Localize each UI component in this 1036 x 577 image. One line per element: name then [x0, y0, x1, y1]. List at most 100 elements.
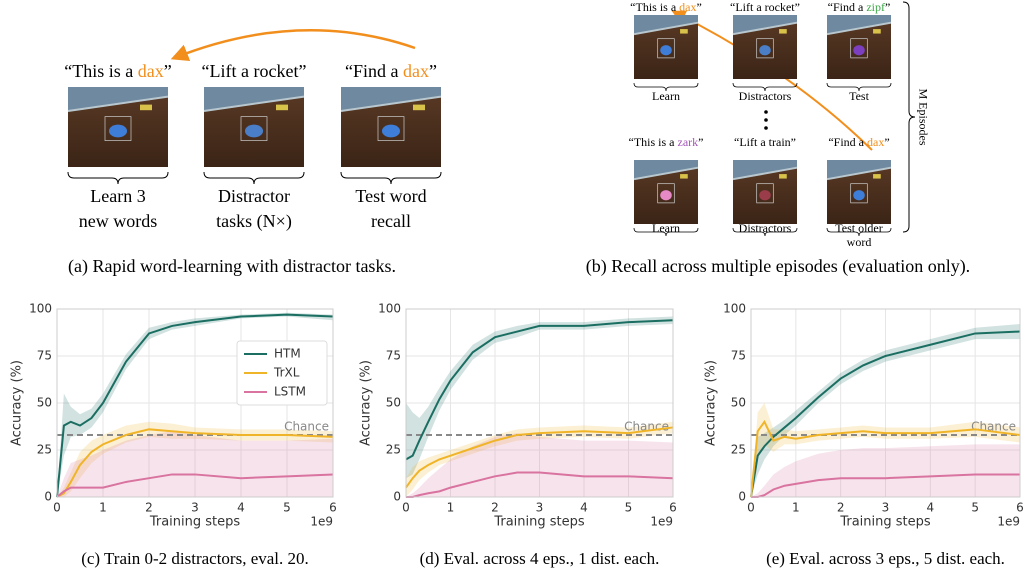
frame-label: Test word	[355, 186, 426, 206]
thumb-object	[245, 124, 263, 138]
x-tick-label: 3	[191, 501, 199, 515]
arrow	[170, 28, 416, 61]
legend-label: HTM	[274, 347, 301, 361]
confidence-band	[751, 403, 1020, 497]
legend-box	[236, 340, 328, 406]
thumb-wall-edge	[203, 95, 305, 112]
brace	[203, 171, 305, 185]
confidence-band	[751, 444, 1020, 497]
x-tick-label: 6	[329, 501, 337, 515]
x-tick-label: 1	[792, 501, 800, 515]
brace	[902, 1, 916, 233]
quote-part: ”	[164, 61, 172, 81]
ellipsis-dot	[764, 110, 768, 114]
brace	[826, 227, 892, 237]
thumb-box	[657, 38, 675, 59]
caption: (e) Eval. across 3 eps., 5 dist. each.	[766, 549, 1005, 568]
quote-part: “This is a	[630, 0, 679, 14]
frame-label: Test	[849, 89, 869, 103]
brace	[633, 227, 699, 237]
x-tick-label: 2	[491, 501, 499, 515]
thumb-box	[104, 116, 132, 141]
brace	[67, 171, 169, 185]
quote-part: “Find a	[828, 135, 867, 149]
x-tick-label: 3	[882, 501, 890, 515]
plot-frame	[405, 308, 674, 498]
x-axis-label: Training steps	[493, 515, 585, 530]
y-tick-label: 50	[731, 396, 746, 410]
frame-label: Distractor	[218, 186, 290, 206]
screenshot-thumbnail	[826, 160, 892, 224]
legend-label: TrXL	[273, 366, 300, 380]
quote: “Find a dax”	[345, 61, 437, 81]
y-tick-label: 50	[37, 396, 52, 410]
x-tick-label: 4	[237, 501, 245, 515]
thumb-wall	[341, 87, 441, 111]
frame-label: word	[847, 235, 872, 249]
y-axis-label: Accuracy (%)	[10, 360, 25, 446]
thumb-wall	[827, 160, 891, 180]
confidence-band	[406, 316, 673, 479]
series-line	[56, 313, 334, 498]
x-tick-label: 0	[53, 501, 61, 515]
y-tick-label: 100	[723, 302, 746, 316]
thumb-wall	[827, 15, 891, 35]
x-offset-label: 1e9	[650, 515, 673, 529]
y-tick-label: 75	[386, 349, 401, 363]
series-line	[405, 426, 674, 489]
screenshot-thumbnail	[633, 160, 699, 224]
y-axis-label: Accuracy (%)	[359, 360, 374, 446]
frame-label: Learn	[652, 221, 680, 235]
thumb-box	[850, 38, 868, 59]
brace	[826, 82, 892, 92]
frame-label: tasks (N×)	[216, 211, 292, 232]
quote-part: “Lift a train”	[734, 135, 796, 149]
thumb-wall-edge	[340, 95, 442, 112]
thumb-wall	[204, 87, 304, 111]
thumb-item	[873, 29, 881, 34]
series-line	[56, 428, 334, 498]
thumb-object	[109, 124, 127, 138]
thumb-object	[853, 45, 865, 56]
x-tick-label: 0	[747, 501, 755, 515]
ellipsis-dot	[764, 126, 768, 130]
thumb-wall	[733, 15, 797, 35]
legend-label: LSTM	[274, 385, 306, 399]
quote-part: dax	[679, 0, 696, 14]
series-line	[405, 319, 674, 461]
brace	[732, 82, 798, 92]
thumb-item	[873, 174, 881, 179]
screenshot-thumbnail	[732, 15, 798, 79]
thumb-item	[140, 104, 152, 111]
y-tick-label: 75	[37, 349, 52, 363]
quote-part: dax	[867, 135, 884, 149]
screenshot-thumbnail	[732, 160, 798, 224]
quote-part: ”	[884, 135, 889, 149]
x-tick-label: 1	[99, 501, 107, 515]
y-tick-label: 25	[731, 443, 746, 457]
thumb-item	[413, 104, 425, 111]
quote-part: “Find a	[345, 61, 403, 81]
thumb-wall-edge	[826, 166, 892, 181]
thumb-item	[779, 29, 787, 34]
quote-part: “This is a	[64, 61, 138, 81]
frame-label: new words	[79, 211, 158, 231]
thumb-box	[377, 116, 405, 141]
series-line	[750, 330, 1021, 498]
x-tick-label: 5	[625, 501, 633, 515]
quote-part: zipf	[866, 0, 885, 14]
side-label: M Episodes	[916, 89, 930, 146]
thumb-wall-edge	[826, 21, 892, 36]
y-tick-label: 25	[37, 443, 52, 457]
quote: “This is a dax”	[64, 61, 172, 81]
quote: “Find a dax”	[828, 135, 889, 149]
thumb-object	[759, 190, 771, 201]
x-offset-label: 1e9	[310, 515, 333, 529]
thumb-wall	[634, 15, 698, 35]
y-tick-label: 0	[44, 490, 52, 504]
thumb-item	[680, 174, 688, 179]
thumb-box	[756, 183, 774, 204]
y-tick-label: 75	[731, 349, 746, 363]
quote: “Lift a train”	[734, 135, 796, 149]
y-tick-label: 0	[393, 490, 401, 504]
